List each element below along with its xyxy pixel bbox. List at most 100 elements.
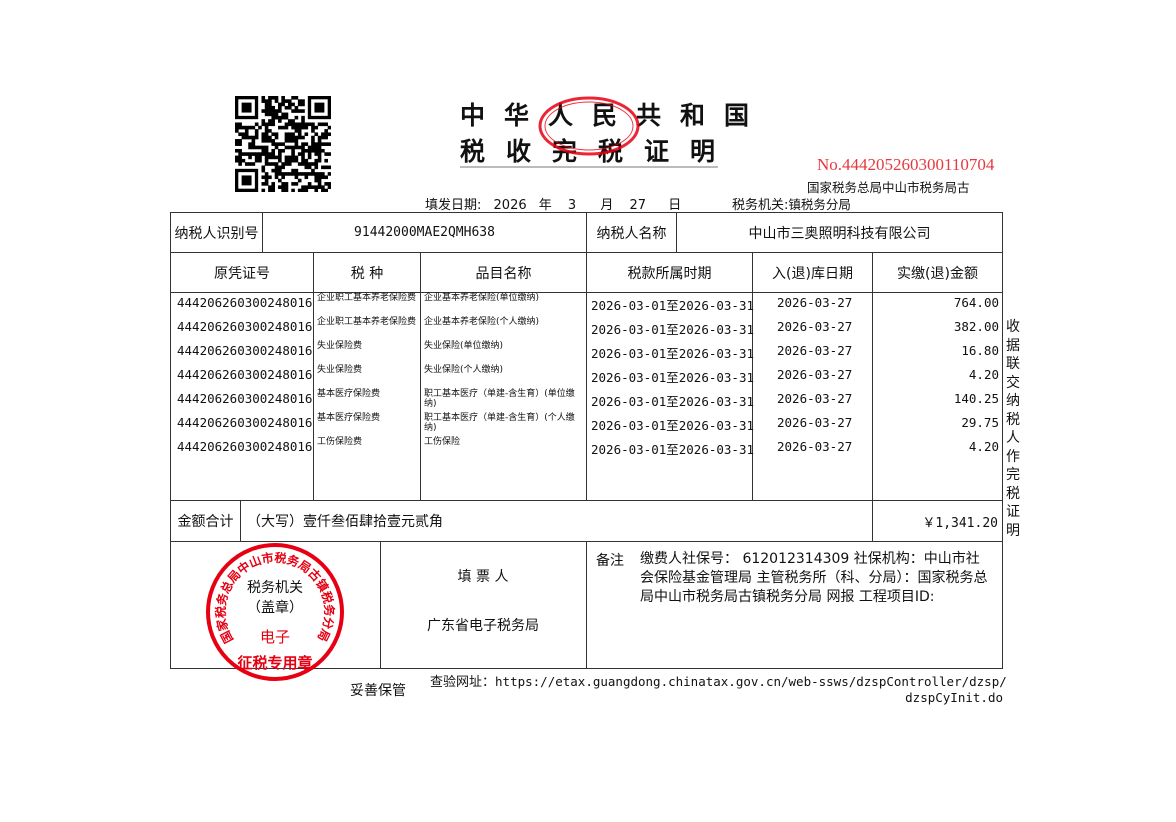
table-row: 444206260300248016 失业保险费 失业保险(单位缴纳) 2026…: [170, 340, 1003, 364]
remarks-cell: [586, 541, 1003, 669]
issue-date-label: 填发日期:: [425, 198, 482, 213]
issue-day: 27: [629, 198, 647, 213]
tax-period: 2026-03-01至2026-03-31: [591, 418, 755, 433]
seal-cell-line1: 税务机关: [247, 580, 303, 596]
year-unit: 年: [538, 198, 552, 213]
tax-type: 工伤保险费: [317, 437, 363, 447]
issue-month: 3: [567, 198, 577, 213]
table-row: 444206260300248016 企业职工基本养老保险费 企业基本养老保险(…: [170, 292, 1003, 316]
total-in-words: （大写）壹仟叁佰肆拾壹元贰角: [240, 500, 873, 542]
storage-date: 2026-03-27: [777, 319, 853, 334]
title-line2: 税收完税证明: [460, 137, 737, 166]
remarks-text: 缴费人社保号： 612012314309 社保机构：中山市社会保险基金管理局 主…: [640, 551, 988, 605]
issue-year: 2026: [493, 198, 527, 213]
table-row: 444206260300248016 工伤保险费 工伤保险 2026-03-01…: [170, 436, 1003, 460]
voucher-number: 444206260300248016: [177, 343, 313, 358]
issuer-cell: [380, 541, 587, 669]
total-amount: ￥1,341.20: [872, 500, 1003, 542]
official-tax-stamp: 国家税务总局中山市税务局古镇税务分局 电子 征税专用章: [206, 543, 344, 681]
table-row: 444206260300248016 基本医疗保险费 职工基本医疗（单建-含生育…: [170, 388, 1003, 412]
issue-date: 填发日期: 2026 年 3 月 27 日: [425, 194, 681, 213]
column-divider: [313, 292, 314, 501]
table-row: 444206260300248016 失业保险费 失业保险(个人缴纳) 2026…: [170, 364, 1003, 388]
column-header: 税 种: [313, 252, 421, 293]
storage-date: 2026-03-27: [777, 439, 853, 454]
title-underline: [460, 166, 718, 168]
amount: 764.00: [953, 295, 999, 310]
keep-safe-note: 妥善保管: [350, 683, 406, 699]
table-row: 444206260300248016 企业职工基本养老保险费 企业基本养老保险(…: [170, 316, 1003, 340]
taxpayer-name: 中山市三奥照明科技有限公司: [676, 212, 1003, 253]
column-header: 税款所属时期: [586, 252, 753, 293]
storage-date: 2026-03-27: [777, 295, 853, 310]
tax-period: 2026-03-01至2026-03-31: [591, 394, 755, 409]
item-name: 企业基本养老保险(个人缴纳): [424, 317, 540, 327]
remarks-label: 备注: [596, 553, 624, 569]
verify-url-line1[interactable]: https://etax.guangdong.chinatax.gov.cn/w…: [495, 674, 1007, 689]
tax-type: 基本医疗保险费: [317, 413, 381, 423]
tax-authority-line1: 国家税务总局中山市税务局古: [807, 180, 970, 195]
item-name: 企业基本养老保险(单位缴纳): [424, 293, 540, 303]
item-name: 失业保险(个人缴纳): [424, 365, 504, 375]
qr-code: [235, 96, 331, 192]
tax-authority: 税务机关:镇税务分局: [732, 194, 851, 213]
amount: 382.00: [953, 319, 999, 334]
taxpayer-id: 91442000MAE2QMH638: [262, 212, 587, 253]
verify-url-line2[interactable]: dzspCyInit.do: [905, 690, 1003, 705]
day-unit: 日: [668, 198, 682, 213]
storage-date: 2026-03-27: [777, 343, 853, 358]
column-divider: [752, 292, 753, 501]
issuer-value: 广东省电子税务局: [427, 618, 539, 634]
tax-period: 2026-03-01至2026-03-31: [591, 322, 755, 337]
item-name: 失业保险(单位缴纳): [424, 341, 504, 351]
tax-type: 企业职工基本养老保险费: [317, 293, 417, 303]
verify-url: 查验网址：https://etax.guangdong.chinatax.gov…: [430, 671, 1007, 690]
serial-number: No.444205260300110704: [817, 155, 995, 174]
tax-period: 2026-03-01至2026-03-31: [591, 346, 755, 361]
voucher-number: 444206260300248016: [177, 439, 313, 454]
voucher-number: 444206260300248016: [177, 319, 313, 334]
voucher-number: 444206260300248016: [177, 391, 313, 406]
verify-label: 查验网址：: [430, 675, 496, 690]
item-name: 职工基本医疗（单建-含生育）(个人缴纳): [424, 413, 575, 433]
issuer-label: 填 票 人: [457, 569, 509, 585]
item-name: 工伤保险: [424, 437, 461, 447]
amount: 4.20: [968, 367, 999, 382]
tax-period: 2026-03-01至2026-03-31: [591, 298, 755, 313]
voucher-number: 444206260300248016: [177, 295, 313, 310]
tax-type: 失业保险费: [317, 341, 363, 351]
taxpayer-name-label: 纳税人名称: [586, 212, 677, 253]
storage-date: 2026-03-27: [777, 367, 853, 382]
tax-period: 2026-03-01至2026-03-31: [591, 370, 755, 385]
column-divider: [586, 292, 587, 501]
item-name: 职工基本医疗（单建-含生育）(单位缴纳): [424, 389, 575, 409]
storage-date: 2026-03-27: [777, 391, 853, 406]
svg-text:征税专用章: 征税专用章: [237, 654, 312, 672]
table-row: 444206260300248016 基本医疗保险费 职工基本医疗（单建-含生育…: [170, 412, 1003, 436]
column-header: 品目名称: [420, 252, 587, 293]
side-text: 收据联交纳税人作完税证明: [1006, 319, 1020, 539]
tax-type: 基本医疗保险费: [317, 389, 381, 399]
voucher-number: 444206260300248016: [177, 415, 313, 430]
total-label: 金额合计: [170, 500, 241, 542]
storage-date: 2026-03-27: [777, 415, 853, 430]
column-divider: [872, 292, 873, 501]
tax-period: 2026-03-01至2026-03-31: [591, 442, 755, 457]
supervision-seal: [538, 96, 640, 156]
tax-type: 失业保险费: [317, 365, 363, 375]
amount: 140.25: [953, 391, 999, 406]
svg-text:电子: 电子: [260, 628, 290, 646]
tax-authority-label: 税务机关:: [732, 198, 789, 213]
tax-authority-line2: 镇税务分局: [788, 197, 851, 212]
amount: 4.20: [968, 439, 999, 454]
amount: 29.75: [961, 415, 999, 430]
seal-cell-text: 税务机关 （盖章）: [170, 578, 380, 618]
taxpayer-id-label: 纳税人识别号: [170, 212, 263, 253]
column-divider: [420, 292, 421, 501]
column-header: 原凭证号: [170, 252, 314, 293]
amount: 16.80: [961, 343, 999, 358]
tax-type: 企业职工基本养老保险费: [317, 317, 417, 327]
month-unit: 月: [600, 198, 614, 213]
title-line1: 中华人民共和国: [460, 101, 769, 130]
